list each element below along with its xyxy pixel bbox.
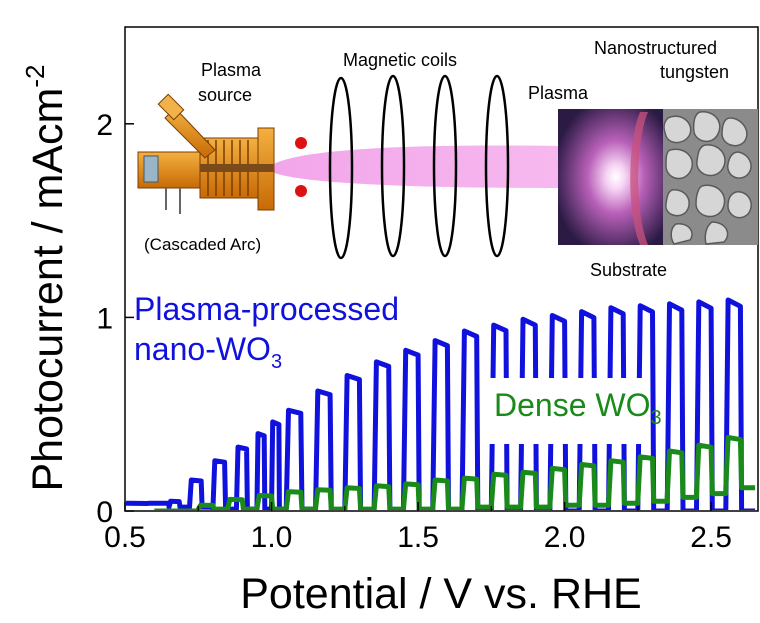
nanostructured-tungsten-label: Nanostructured tungsten xyxy=(594,38,729,82)
coil xyxy=(328,76,354,260)
cascaded-arc-label: (Cascaded Arc) xyxy=(144,235,261,254)
plasma-beam xyxy=(272,145,560,188)
y-tick-label: 1 xyxy=(96,302,113,335)
legend-dense-wo3: Dense WO3 xyxy=(494,387,662,429)
photo-panel xyxy=(558,109,758,245)
coil xyxy=(380,74,406,258)
y-tick-label: 2 xyxy=(96,109,113,142)
magnet-dot-top xyxy=(295,137,307,149)
y-tick-label: 0 xyxy=(96,496,113,529)
y-axis-label-group: Photocurrent / mAcm-2 xyxy=(20,65,72,492)
legend-dense-bg xyxy=(485,378,645,444)
plot-frame xyxy=(124,26,759,512)
y-axis-label-superscript: -2 xyxy=(20,65,50,88)
coil xyxy=(432,74,458,258)
magnetic-coils-label: Magnetic coils xyxy=(343,50,457,70)
coil xyxy=(484,74,510,258)
series-layer xyxy=(126,297,756,510)
svg-text:Photocurrent / mAcm-2: Photocurrent / mAcm-2 xyxy=(20,65,72,492)
x-tick-label: 2.5 xyxy=(690,521,732,554)
x-tick-label: 2.0 xyxy=(544,521,586,554)
series-dense-wo3-line xyxy=(154,434,756,510)
magnetic-coils xyxy=(328,74,510,260)
plasma-source-label: Plasma source xyxy=(198,60,262,105)
y-axis-label: Photocurrent / mAcm xyxy=(24,88,72,492)
plasma-label: Plasma xyxy=(528,83,589,103)
x-tick-label: 1.0 xyxy=(251,521,293,554)
magnet-dot-bottom xyxy=(295,185,307,197)
x-axis-label: Potential / V vs. RHE xyxy=(240,570,642,618)
inset-schematic: Plasma source (Cascaded Arc) Magnetic coi… xyxy=(137,38,758,280)
plasma-source-apparatus xyxy=(137,93,307,214)
substrate-label: Substrate xyxy=(590,260,667,280)
x-tick-label: 1.5 xyxy=(397,521,439,554)
x-tick-label: 0.5 xyxy=(104,521,146,554)
legend-nano-wo3: Plasma-processed nano-WO3 xyxy=(134,291,408,373)
tick-layer: 0.5 1.0 1.5 2.0 2.5 0 1 2 xyxy=(96,109,732,554)
